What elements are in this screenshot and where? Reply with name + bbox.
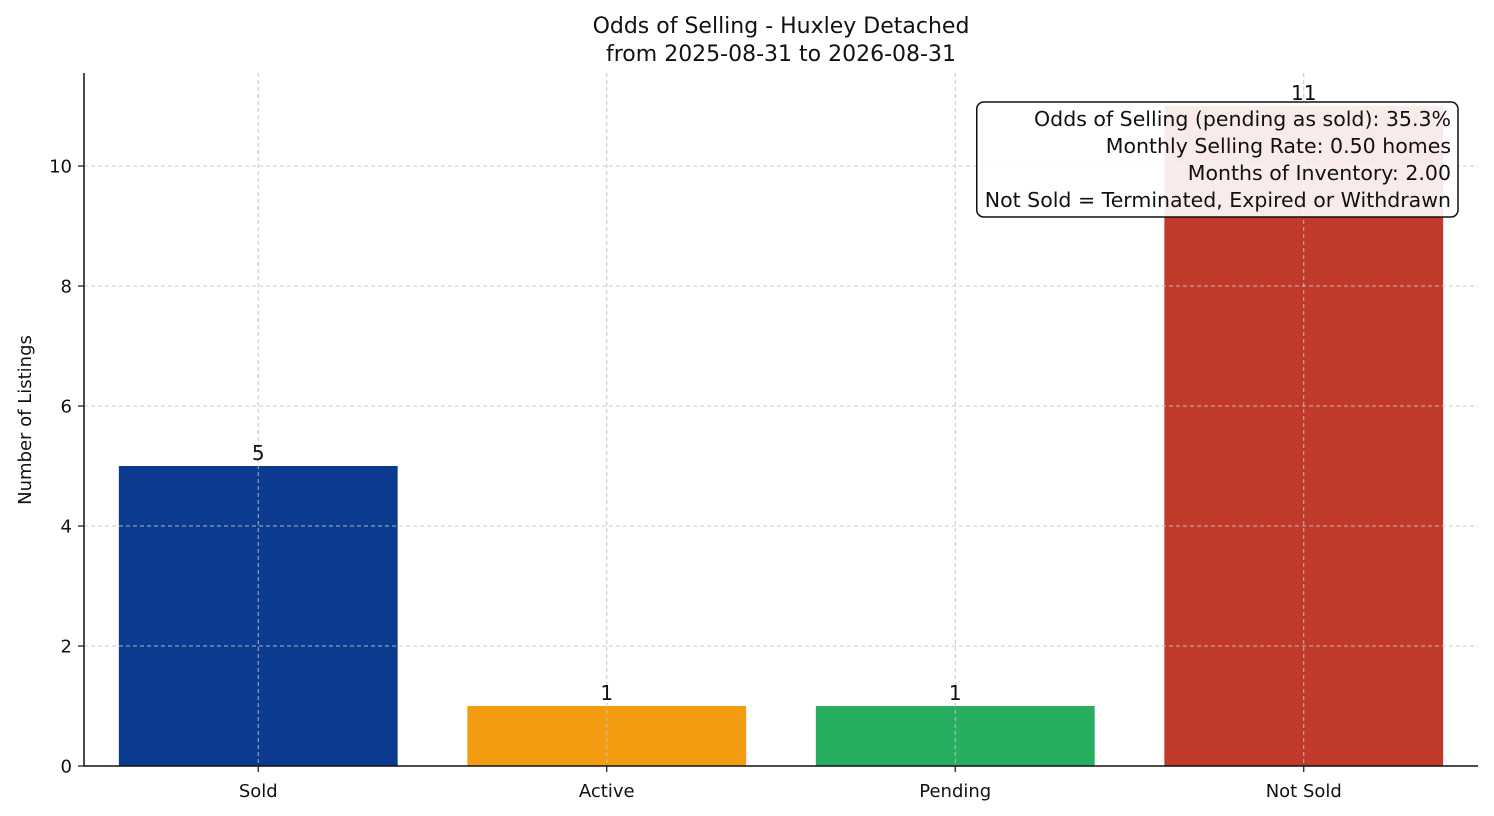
y-tick-label: 0 [61,757,72,778]
x-tick-label: Active [579,781,635,802]
info-box: Odds of Selling (pending as sold): 35.3%… [976,101,1459,218]
info-line: Odds of Selling (pending as sold): 35.3% [1034,107,1451,131]
y-tick-label: 10 [49,157,72,178]
y-tick-label: 4 [61,517,72,538]
axis-layer: 0 2 4 6 8 10 Sold Active Pending Not Sold [49,73,1478,802]
x-tick-label: Not Sold [1266,781,1342,802]
chart-title: Odds of Selling - Huxley Detached [593,14,970,39]
y-tick-label: 2 [61,637,72,658]
info-box-frame [976,101,1459,218]
bar [815,706,1095,766]
bar-value-label: 5 [252,441,265,465]
x-tick-label: Sold [239,781,278,802]
y-tick-label: 6 [61,397,72,418]
y-tick-label: 8 [61,277,72,298]
info-line: Monthly Selling Rate: 0.50 homes [1106,134,1451,158]
info-line: Months of Inventory: 2.00 [1188,161,1451,185]
bar [467,706,747,766]
x-tick-label: Pending [919,781,991,802]
y-axis-label: Number of Listings [15,335,36,505]
bar-value-label: 11 [1291,81,1316,105]
data-label-layer: 51 111 [252,81,1317,705]
bar-value-label: 1 [949,681,962,705]
info-line: Not Sold = Terminated, Expired or Withdr… [985,188,1451,212]
bar-value-label: 1 [600,681,613,705]
chart-subtitle: from 2025-08-31 to 2026-08-31 [606,42,956,67]
